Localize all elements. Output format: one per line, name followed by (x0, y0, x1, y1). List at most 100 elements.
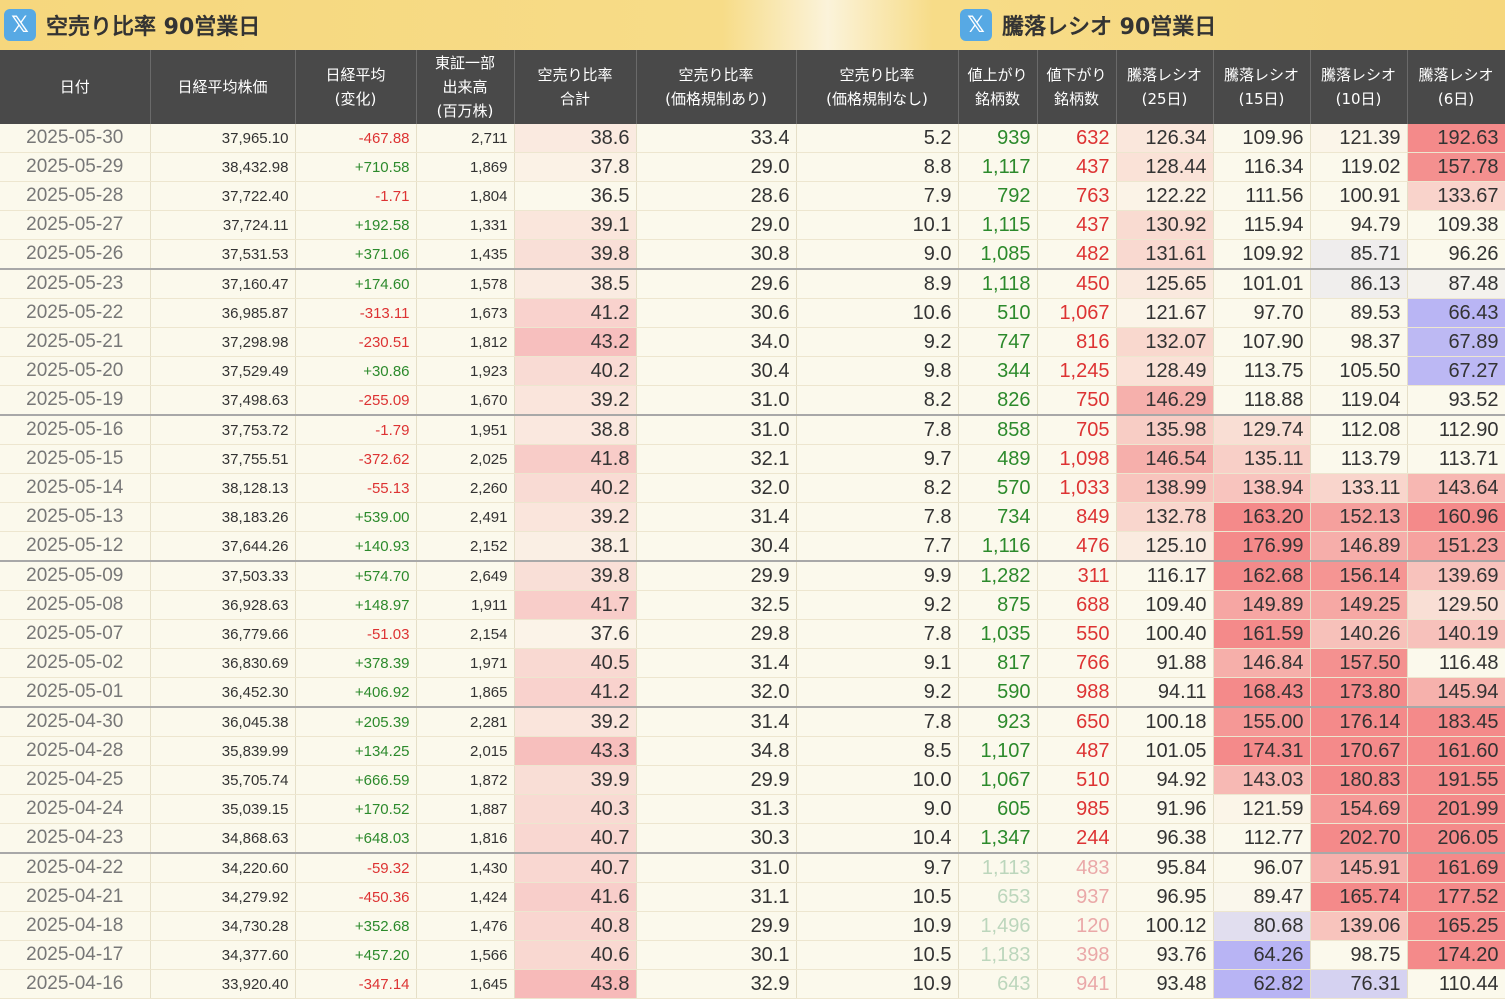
column-header-label: 値上がり (967, 66, 1028, 84)
short-total-cell: 39.8 (514, 560, 637, 591)
change-cell: -59.32 (295, 852, 417, 883)
short-total-cell: 37.8 (514, 152, 637, 182)
ratio-15d-cell: 109.96 (1213, 124, 1311, 153)
date-cell: 2025-04-21 (0, 882, 151, 912)
table-row: 2025-05-09 37,503.33 +574.70 2,649 39.8 29.9 9… (0, 560, 1505, 591)
date-cell: 2025-05-07 (0, 619, 151, 649)
ratio-10d-cell: 180.83 (1310, 765, 1408, 795)
date-cell: 2025-05-27 (0, 210, 151, 240)
x-logo-icon[interactable]: 𝕏 (960, 9, 992, 41)
change-cell: -372.62 (295, 444, 417, 474)
table-row: 2025-05-20 37,529.49 +30.86 1,923 40.2 30.4 9.… (0, 356, 1505, 386)
short-unregulated-cell: 9.1 (796, 648, 959, 678)
ratio-6d-cell: 183.45 (1407, 706, 1505, 737)
nikkei-cell: 34,730.28 (150, 911, 296, 941)
ratio-25d-cell: 94.11 (1116, 677, 1214, 708)
volume-cell: 1,476 (416, 911, 515, 941)
ratio-15d-cell: 97.70 (1213, 298, 1311, 328)
advancers-cell: 939 (958, 124, 1038, 153)
advancers-cell: 570 (958, 473, 1038, 503)
date-cell: 2025-04-23 (0, 823, 151, 854)
column-header-label: 値下がり (1046, 66, 1107, 84)
decliners-cell: 487 (1037, 736, 1117, 766)
column-header: 空売り比率 合計 (514, 50, 637, 124)
decliners-cell: 482 (1037, 239, 1117, 270)
decliners-cell: 816 (1037, 327, 1117, 357)
short-regulated-cell: 31.1 (636, 882, 797, 912)
nikkei-cell: 36,928.63 (150, 590, 296, 620)
change-cell: +648.03 (295, 823, 417, 854)
ratio-10d-cell: 173.80 (1310, 677, 1408, 708)
volume-cell: 1,424 (416, 882, 515, 912)
column-header-label: (変化) (334, 90, 377, 108)
short-regulated-cell: 32.0 (636, 473, 797, 503)
short-regulated-cell: 29.9 (636, 911, 797, 941)
ratio-15d-cell: 80.68 (1213, 911, 1311, 941)
short-total-cell: 41.2 (514, 298, 637, 328)
x-logo-icon[interactable]: 𝕏 (4, 9, 36, 41)
ratio-6d-cell: 139.69 (1407, 560, 1505, 591)
nikkei-cell: 37,724.11 (150, 210, 296, 240)
column-header: 値上がり 銘柄数 (958, 50, 1038, 124)
ratio-25d-cell: 125.10 (1116, 531, 1214, 562)
decliners-cell: 632 (1037, 124, 1117, 153)
ratio-25d-cell: 96.38 (1116, 823, 1214, 854)
decliners-cell: 1,033 (1037, 473, 1117, 503)
column-header-label: (価格規制なし) (826, 90, 928, 108)
nikkei-cell: 38,128.13 (150, 473, 296, 503)
ratio-6d-cell: 165.25 (1407, 911, 1505, 941)
change-cell: -1.71 (295, 181, 417, 211)
advance-decline-title-group: 𝕏 騰落レシオ 90営業日 (956, 0, 1216, 50)
ratio-10d-cell: 76.31 (1310, 969, 1408, 999)
short-total-cell: 40.2 (514, 473, 637, 503)
short-regulated-cell: 30.1 (636, 940, 797, 970)
ratio-25d-cell: 94.92 (1116, 765, 1214, 795)
short-total-cell: 38.6 (514, 124, 637, 153)
column-header-label: 騰落レシオ (1223, 66, 1299, 84)
ratio-25d-cell: 95.84 (1116, 852, 1214, 883)
volume-cell: 1,951 (416, 414, 515, 445)
date-cell: 2025-05-01 (0, 677, 151, 708)
column-header-label: 日経平均 (325, 66, 386, 84)
table-row: 2025-05-23 37,160.47 +174.60 1,578 38.5 29.6 8… (0, 268, 1505, 299)
short-total-cell: 40.6 (514, 940, 637, 970)
short-regulated-cell: 30.4 (636, 356, 797, 386)
ratio-15d-cell: 163.20 (1213, 502, 1311, 532)
ratio-6d-cell: 140.19 (1407, 619, 1505, 649)
ratio-25d-cell: 121.67 (1116, 298, 1214, 328)
ratio-6d-cell: 110.44 (1407, 969, 1505, 999)
ratio-15d-cell: 115.94 (1213, 210, 1311, 240)
column-header-label: 騰落レシオ (1418, 66, 1494, 84)
volume-cell: 2,154 (416, 619, 515, 649)
table-row: 2025-05-07 36,779.66 -51.03 2,154 37.6 29.8 7.… (0, 619, 1505, 649)
column-header-label: 東証一部 (434, 54, 495, 72)
change-cell: -467.88 (295, 124, 417, 153)
ratio-10d-cell: 112.08 (1310, 414, 1408, 445)
short-unregulated-cell: 8.9 (796, 268, 959, 299)
short-unregulated-cell: 10.4 (796, 823, 959, 854)
volume-cell: 1,430 (416, 852, 515, 883)
advancers-cell: 1,183 (958, 940, 1038, 970)
short-total-cell: 41.2 (514, 677, 637, 708)
ratio-25d-cell: 146.54 (1116, 444, 1214, 474)
volume-cell: 1,887 (416, 794, 515, 824)
column-header-label: (価格規制あり) (665, 90, 767, 108)
volume-cell: 1,872 (416, 765, 515, 795)
date-cell: 2025-04-16 (0, 969, 151, 999)
table-row: 2025-04-17 34,377.60 +457.20 1,566 40.6 30.1 1… (0, 940, 1505, 970)
short-total-cell: 39.2 (514, 706, 637, 737)
advancers-cell: 1,107 (958, 736, 1038, 766)
ratio-25d-cell: 128.44 (1116, 152, 1214, 182)
volume-cell: 1,566 (416, 940, 515, 970)
advancers-cell: 1,035 (958, 619, 1038, 649)
decliners-cell: 120 (1037, 911, 1117, 941)
short-unregulated-cell: 10.0 (796, 765, 959, 795)
ratio-15d-cell: 109.92 (1213, 239, 1311, 270)
column-header: 騰落レシオ (6日) (1407, 50, 1505, 124)
nikkei-cell: 37,503.33 (150, 560, 296, 591)
change-cell: -55.13 (295, 473, 417, 503)
short-unregulated-cell: 7.9 (796, 181, 959, 211)
column-header-label: (百万株) (436, 102, 494, 120)
advancers-cell: 826 (958, 385, 1038, 416)
table-row: 2025-04-28 35,839.99 +134.25 2,015 43.3 34.8 8… (0, 736, 1505, 766)
